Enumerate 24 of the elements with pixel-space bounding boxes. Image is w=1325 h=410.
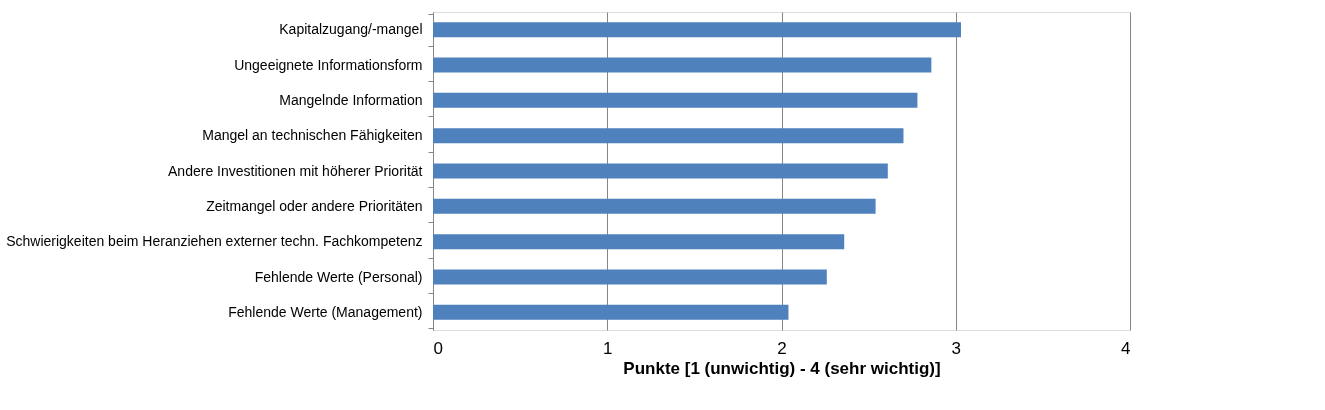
y-tick-label: Mangelnde Information xyxy=(279,91,423,108)
x-tick-label: 1 xyxy=(603,338,613,358)
x-tick-label: 2 xyxy=(777,338,787,358)
x-axis-title: Punkte [1 (unwichtig) - 4 (sehr wichtig)] xyxy=(623,358,941,378)
bar xyxy=(433,234,845,250)
y-tick-label: Fehlende Werte (Management) xyxy=(228,303,423,320)
y-tick-label: Schwierigkeiten beim Heranziehen externer techn. Fachkompetenz xyxy=(6,233,423,250)
bar xyxy=(433,269,827,285)
bar xyxy=(433,92,918,108)
x-tick-label: 0 xyxy=(433,338,443,358)
x-tick-label: 4 xyxy=(1121,338,1131,358)
y-tick-label: Ungeeignete Informationsform xyxy=(234,56,423,73)
bar xyxy=(433,198,876,214)
bar xyxy=(433,22,961,38)
bar xyxy=(433,304,789,320)
y-tick-label: Andere Investitionen mit höherer Priorität xyxy=(168,162,423,179)
y-tick-label: Mangel an technischen Fähigkeiten xyxy=(202,127,423,144)
y-tick-label: Zeitmangel oder andere Prioritäten xyxy=(206,197,423,214)
bar xyxy=(433,163,888,179)
bar xyxy=(433,57,932,73)
x-tick-label: 3 xyxy=(951,338,961,358)
bar xyxy=(433,128,904,144)
y-tick-label: Fehlende Werte (Personal) xyxy=(254,268,423,285)
y-tick-label: Kapitalzugang/-mangel xyxy=(279,21,423,38)
